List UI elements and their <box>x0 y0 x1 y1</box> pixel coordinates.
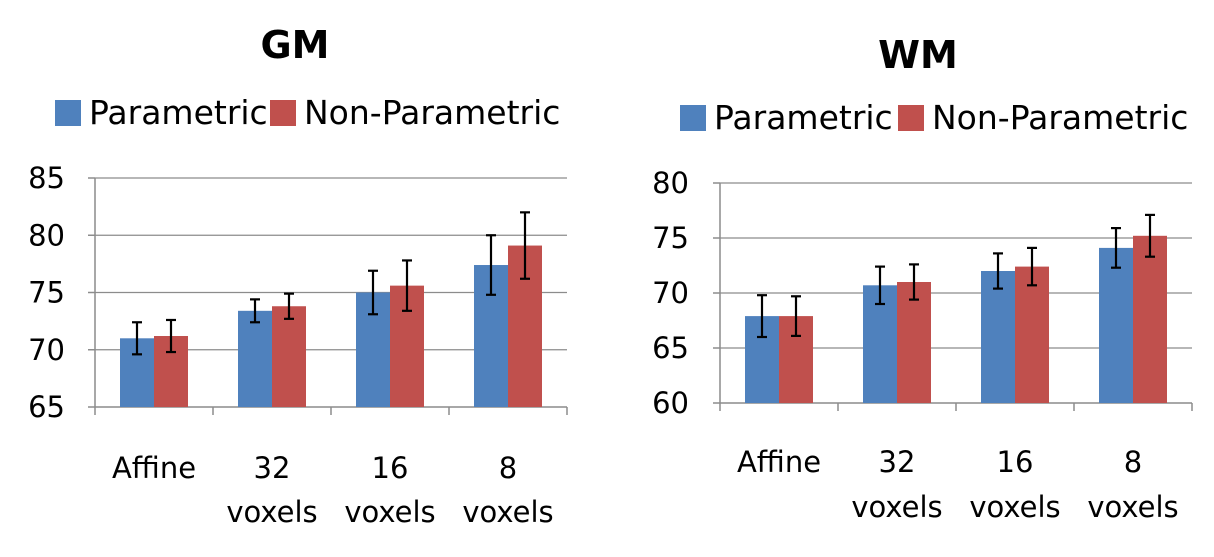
bar <box>1099 247 1133 403</box>
y-tick-label: 75 <box>652 221 689 255</box>
y-tick-label: 80 <box>28 218 65 252</box>
x-tick-label: 8 <box>1124 445 1142 479</box>
bar <box>272 306 306 407</box>
legend-swatch <box>270 100 296 126</box>
bar <box>1015 266 1049 403</box>
y-tick-label: 65 <box>28 390 65 424</box>
y-tick-label: 80 <box>652 166 689 200</box>
legend-swatch <box>55 100 81 126</box>
x-tick-label: voxels <box>344 495 435 529</box>
chart-title: GM <box>260 23 329 67</box>
x-tick-label: 16 <box>997 445 1034 479</box>
legend-label: Non-Parametric <box>932 98 1188 137</box>
gm-chart: GM Parametric Non-Parametric 65 70 75 80 85 Affi… <box>28 23 568 529</box>
bar <box>1133 235 1167 403</box>
y-tick-label: 85 <box>28 161 65 195</box>
x-tick-label: 32 <box>879 445 916 479</box>
y-tick-label: 70 <box>28 333 65 367</box>
bar <box>238 310 272 407</box>
x-tick-label: 16 <box>372 451 409 485</box>
x-tick-label: voxels <box>1087 490 1178 524</box>
x-tick-label: voxels <box>226 495 317 529</box>
legend-swatch <box>680 105 706 131</box>
legend-label: Non-Parametric <box>304 93 560 132</box>
legend-label: Parametric <box>714 98 893 137</box>
x-tick-label: voxels <box>851 490 942 524</box>
x-tick-label: voxels <box>462 495 553 529</box>
y-tick-label: 60 <box>652 386 689 420</box>
legend-swatch <box>898 105 924 131</box>
bar <box>981 271 1015 403</box>
y-tick-label: 65 <box>652 331 689 365</box>
y-tick-label: 75 <box>28 276 65 310</box>
legend-label: Parametric <box>89 93 268 132</box>
x-tick-label: 32 <box>254 451 291 485</box>
x-tick-label: Affine <box>112 451 196 485</box>
x-tick-label: Affine <box>737 445 821 479</box>
y-tick-label: 70 <box>652 276 689 310</box>
x-tick-label: 8 <box>499 451 517 485</box>
bar <box>897 282 931 403</box>
chart-title: WM <box>878 33 958 77</box>
wm-chart: WM Parametric Non-Parametric 60 65 70 75 80 Affi… <box>652 33 1193 524</box>
x-tick-label: voxels <box>969 490 1060 524</box>
